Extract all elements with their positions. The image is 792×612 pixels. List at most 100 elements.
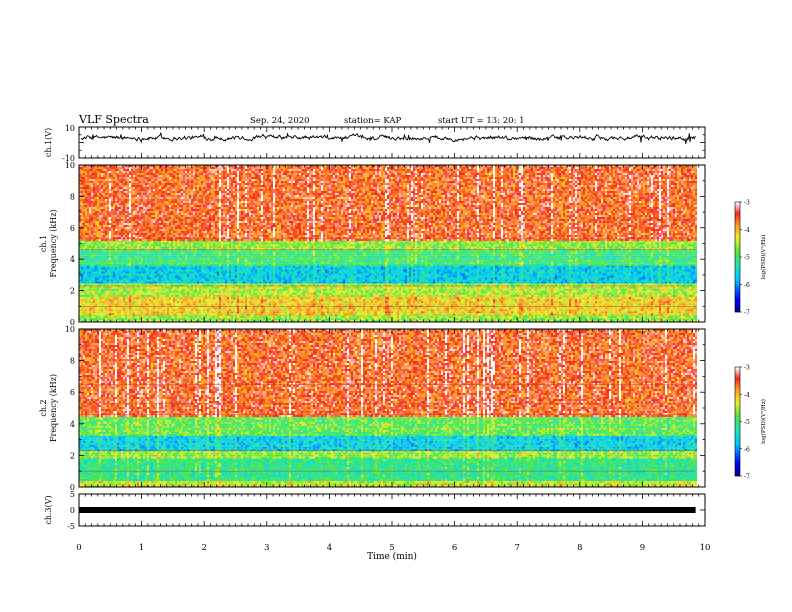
ch1-spectrogram-cell — [609, 316, 611, 318]
ch1-spectrogram-cell — [161, 316, 163, 318]
ch1-spectrogram-cell — [411, 316, 413, 318]
ch1-spectrogram-cell — [481, 316, 483, 318]
ch1-spectrogram-cell — [539, 316, 541, 318]
ch1-spectrogram-cell — [353, 316, 355, 318]
ch1-spectrogram-cell — [515, 316, 517, 318]
ch1-spectrogram-cell — [193, 316, 195, 318]
ch1-spectrogram-cell — [621, 316, 623, 318]
ch1-spectrogram-cell — [179, 316, 181, 318]
ch1-spectrogram-cell — [85, 316, 87, 318]
ch1-spectrogram-cell — [81, 316, 83, 318]
ch1-spectrogram-cell — [625, 316, 627, 318]
ch1-spectrogram-cell — [439, 316, 441, 318]
ch1-spectrogram-cell — [649, 316, 651, 318]
ch1-spectrogram-cell — [263, 316, 265, 318]
ch1-spectrogram-cell — [197, 316, 199, 318]
ch1-spectrogram-cell — [93, 316, 95, 318]
ch1-spectrogram-cell — [115, 316, 117, 318]
ch1-spectrogram-cell — [181, 316, 183, 318]
ch1-spectrogram-cell — [497, 316, 499, 318]
ch1-spectrogram-cell — [205, 316, 207, 318]
ch1-spectrogram-cell — [511, 316, 513, 318]
ch1-spectrogram-cell — [513, 316, 515, 318]
ch1-spectrogram-cell — [617, 316, 619, 318]
ch1-spectrogram-cell — [293, 316, 295, 318]
ch1-spectrogram-cell — [119, 316, 121, 318]
ch1-spectrogram-cell — [365, 316, 367, 318]
ch1-spectrogram-cell — [323, 316, 325, 318]
ch1-spectrogram-cell — [169, 316, 171, 318]
ch1-spectrogram-cell — [647, 316, 649, 318]
ch1-spectrogram-cell — [601, 316, 603, 318]
ch1-spectrogram-cell — [635, 316, 637, 318]
ch1-spectrogram-cell — [553, 316, 555, 318]
ch1-spectrogram-cell — [449, 316, 451, 318]
ch1-spectrogram-cell — [243, 316, 245, 318]
ch1-spectrogram-cell — [313, 316, 315, 318]
ch1-spectrogram-cell — [303, 316, 305, 318]
ch1-spectrogram-cell — [155, 316, 157, 318]
ch1-spectrogram-cell — [135, 316, 137, 318]
ch1-spectrogram-cell — [343, 316, 345, 318]
ch1-spectrogram-cell — [409, 316, 411, 318]
ch1-spectrogram-cell — [87, 316, 89, 318]
ch1-spectrogram-cell — [327, 316, 329, 318]
ch1-spectrogram-cell — [629, 316, 631, 318]
ch1-spectrogram-cell — [331, 316, 333, 318]
ch1-spectrogram-cell — [165, 316, 167, 318]
ch1-spectrogram-cell — [479, 316, 481, 318]
ch1-spectrogram-cell — [299, 316, 301, 318]
ch1-spectrogram-cell — [233, 316, 235, 318]
ch1-spectrogram-cell — [637, 316, 639, 318]
ch1-spectrogram-cell — [295, 316, 297, 318]
ch1-spectrogram-cell — [297, 316, 299, 318]
ch1-spectrogram-cell — [525, 316, 527, 318]
ch1-spectrogram-cell — [355, 316, 357, 318]
ch1-spectrogram-cell — [489, 316, 491, 318]
ch1-spectrogram-cell — [475, 316, 477, 318]
ch1-spectrogram-cell — [221, 316, 223, 318]
ch1-spectrogram-cell — [273, 316, 275, 318]
ch1-spectrogram-cell — [403, 316, 405, 318]
ch1-spectrogram-cell — [281, 316, 283, 318]
ch1-spectrogram-cell — [435, 316, 437, 318]
ch1-spectrogram-cell — [101, 316, 103, 318]
ch1-spectrogram-cell — [421, 316, 423, 318]
ch1-spectrogram-cell — [593, 316, 595, 318]
ch1-spectrogram-cell — [451, 316, 453, 318]
ch1-spectrogram-cell — [347, 316, 349, 318]
ch1-spectrogram-cell — [373, 316, 375, 318]
ch1-spectrogram-cell — [495, 316, 497, 318]
ch1-spectrogram-cell — [561, 316, 563, 318]
ch1-spectrogram-cell — [337, 316, 339, 318]
ch1-spectrogram-cell — [529, 316, 531, 318]
ch1-spectrogram-cell — [173, 316, 175, 318]
ch1-spectrogram-cell — [175, 316, 177, 318]
ch1-spectrogram-cell — [229, 316, 231, 318]
ch1-spectrogram-cell — [237, 316, 239, 318]
ch1-spectrogram-cell — [589, 316, 591, 318]
ch1-spectrogram-cell — [107, 316, 109, 318]
ch1-spectrogram-cell — [545, 316, 547, 318]
ch1-spectrogram-cell — [627, 316, 629, 318]
ch1-spectrogram-cell — [167, 316, 169, 318]
ch1-spectrogram-cell — [443, 316, 445, 318]
ch1-spectrogram-cell — [401, 316, 403, 318]
ch1-spectrogram-cell — [459, 316, 461, 318]
ch1-spectrogram-cell — [543, 316, 545, 318]
ch1-spectrogram-cell — [305, 316, 307, 318]
ch1-spectrogram-cell — [441, 316, 443, 318]
ch1-spectrogram-cell — [269, 316, 271, 318]
ch1-spectrogram-cell — [209, 316, 211, 318]
ch1-spectrogram-cell — [477, 316, 479, 318]
ch1-spectrogram-cell — [663, 316, 665, 318]
ch1-spectrogram-cell — [149, 316, 151, 318]
ch1-spectrogram-cell — [361, 316, 363, 318]
ch1-spectrogram-cell — [533, 316, 535, 318]
ch1-spectrogram-cell — [301, 316, 303, 318]
ch1-spectrogram-cell — [371, 316, 373, 318]
ch1-spectrogram-cell — [153, 316, 155, 318]
ch1-spectrogram-cell — [103, 316, 105, 318]
ch1-spectrogram-cell — [381, 316, 383, 318]
ch1-spectrogram-cell — [427, 316, 429, 318]
